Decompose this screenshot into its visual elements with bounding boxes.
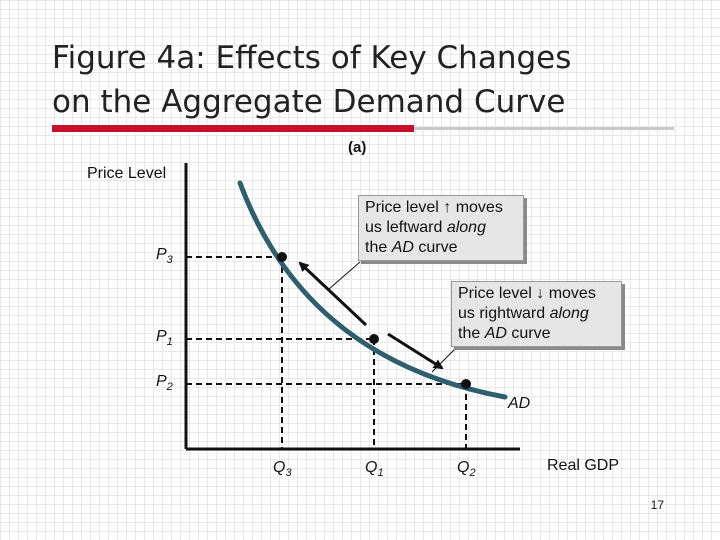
page-number: 17 <box>650 498 664 512</box>
y-axis-label: Price Level <box>87 165 167 182</box>
title-line-2: on the Aggregate Demand Curve <box>52 84 566 120</box>
callout-up-pointer <box>328 261 361 290</box>
quantity-label-q1: Q1 <box>365 459 384 479</box>
arrow-rightward-down <box>387 332 444 370</box>
x-axis-label: Real GDP <box>547 457 620 474</box>
price-label-p1: P1 <box>156 328 173 348</box>
title-line-1: Figure 4a: Effects of Key Changes <box>52 40 572 76</box>
panel-label: (a) <box>348 139 367 156</box>
quantity-label-q2: Q2 <box>457 459 476 479</box>
point-p3-q3 <box>277 252 287 262</box>
quantity-label-q3: Q3 <box>273 459 292 479</box>
price-label-p2: P2 <box>156 373 173 393</box>
callout-price-up: Price level ↑ moves us leftward along th… <box>358 195 524 261</box>
slide-title: Figure 4a: Effects of Key Changes on the… <box>52 36 692 124</box>
ad-curve <box>237 180 508 400</box>
callout-down-pointer <box>431 345 459 373</box>
price-label-p3: P3 <box>156 246 173 266</box>
point-p2-q2 <box>461 379 471 389</box>
arrow-leftward-up <box>298 261 368 327</box>
point-p1-q1 <box>369 334 379 344</box>
curve-label-ad: AD <box>508 395 531 412</box>
title-underline-rule <box>414 127 674 130</box>
title-underline-accent <box>52 125 414 132</box>
callout-price-down: Price level ↓ moves us rightward along t… <box>451 281 622 347</box>
